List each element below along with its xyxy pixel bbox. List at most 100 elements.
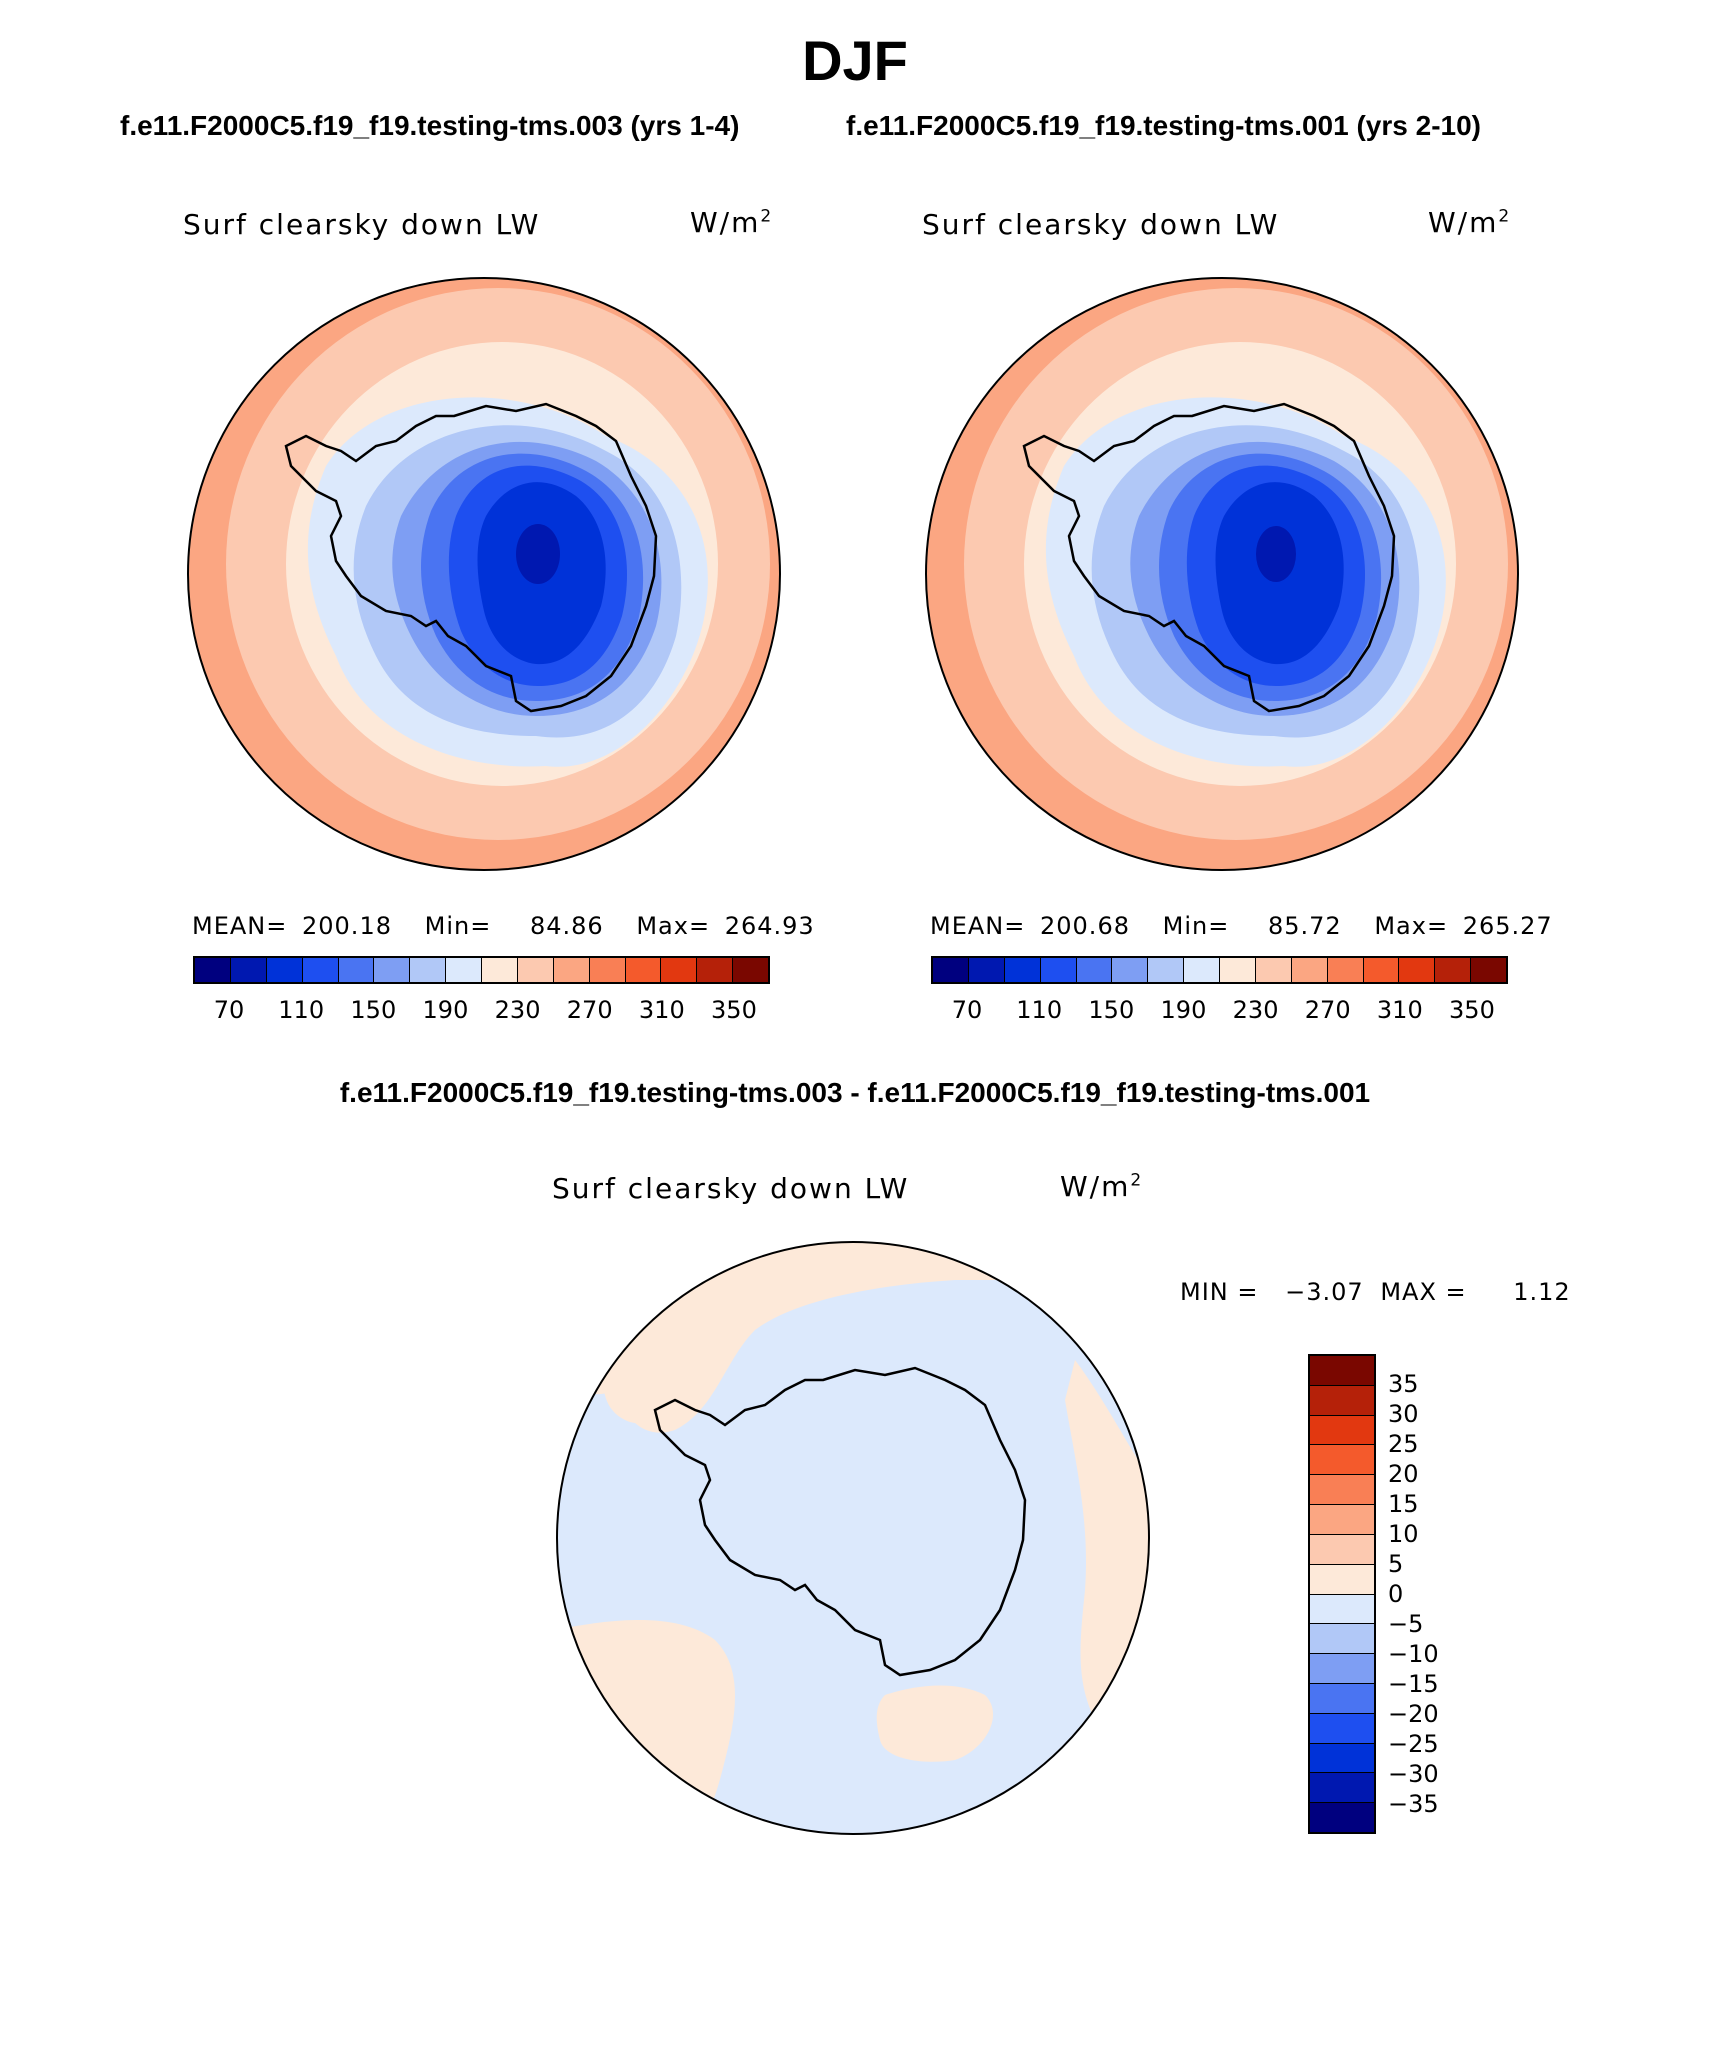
diff-colorbar-swatch — [1310, 1475, 1374, 1506]
case1-colorbar-tick-label: 150 — [350, 996, 397, 1024]
case1-mean-value: 200.18 — [302, 912, 392, 940]
case1-units-label: W/m2 — [690, 206, 774, 239]
case1-colorbar — [193, 956, 770, 984]
case2-max-label: Max= — [1374, 912, 1449, 940]
diff-colorbar-swatch — [1310, 1564, 1374, 1595]
coastline — [284, 402, 658, 713]
diff-colorbar-swatch — [1310, 1803, 1374, 1832]
case2-title: f.e11.F2000C5.f19_f19.testing-tms.001 (y… — [846, 110, 1481, 141]
case2-colorbar-tick-label: 310 — [1376, 996, 1423, 1024]
diff-stats: MIN = −3.07 MAX = 1.12 — [1180, 1278, 1571, 1306]
case2-colorbar-swatch — [933, 958, 969, 982]
diff-colorbar-swatch — [1310, 1773, 1374, 1804]
case2-min-label: Min= — [1162, 912, 1230, 940]
case2-colorbar-swatch — [1363, 958, 1400, 982]
case1-colorbar-swatch — [697, 958, 734, 982]
case2-max-value: 265.27 — [1462, 912, 1553, 940]
case1-colorbar-swatch — [266, 958, 303, 982]
diff-pos-region-north — [557, 1242, 1149, 1433]
diff-colorbar-swatch — [1310, 1356, 1374, 1386]
diff-colorbar-swatch — [1310, 1505, 1374, 1535]
diff-pos-region-northwest — [603, 1356, 675, 1424]
diff-colorbar-swatch — [1310, 1445, 1374, 1476]
diff-colorbar-tick-label: 5 — [1388, 1550, 1404, 1578]
case1-colorbar-tick-label: 190 — [422, 996, 469, 1024]
map-level-min — [1256, 526, 1296, 582]
case2-polar-map — [925, 277, 1519, 871]
case1-colorbar-tick-label: 270 — [566, 996, 613, 1024]
case1-min-label: Min= — [424, 912, 492, 940]
diff-colorbar-tick-label: −30 — [1388, 1760, 1439, 1788]
case2-colorbar-swatch — [1184, 958, 1220, 982]
diff-colorbar-tick-label: 30 — [1388, 1400, 1419, 1428]
case2-colorbar-tick-label: 230 — [1232, 996, 1279, 1024]
diff-colorbar — [1308, 1354, 1376, 1834]
case1-colorbar-swatch — [230, 958, 267, 982]
case2-stats: MEAN= 200.68 Min= 85.72 Max= 265.27 — [930, 912, 1553, 940]
case1-colorbar-tick-label: 350 — [711, 996, 757, 1024]
case1-colorbar-swatch — [553, 958, 590, 982]
case2-colorbar-tick-label: 110 — [1016, 996, 1063, 1024]
diff-colorbar-swatch — [1310, 1385, 1374, 1416]
diff-max-value: 1.12 — [1513, 1278, 1571, 1306]
case2-colorbar-tick-label: 270 — [1304, 996, 1351, 1024]
diff-colorbar-swatch — [1310, 1654, 1374, 1684]
case1-colorbar-tick-label: 70 — [213, 996, 245, 1024]
case1-colorbar-swatch — [733, 958, 768, 982]
case2-units-label: W/m2 — [1428, 206, 1512, 239]
case1-title: f.e11.F2000C5.f19_f19.testing-tms.003 (y… — [120, 110, 740, 141]
diff-colorbar-tick-label: −20 — [1388, 1700, 1439, 1728]
diff-colorbar-tick-label: 35 — [1388, 1370, 1419, 1398]
case1-colorbar-swatch — [661, 958, 698, 982]
case1-colorbar-swatch — [517, 958, 554, 982]
case2-colorbar-swatch — [1255, 958, 1292, 982]
case1-colorbar-swatch — [302, 958, 339, 982]
case2-colorbar-swatch — [968, 958, 1005, 982]
case2-colorbar-swatch — [1076, 958, 1113, 982]
diff-polar-map — [556, 1241, 1150, 1835]
diff-colorbar-swatch — [1310, 1683, 1374, 1714]
case2-colorbar-swatch — [1435, 958, 1472, 982]
case2-colorbar-swatch — [1471, 958, 1506, 982]
case1-variable-label: Surf clearsky down LW — [183, 208, 541, 241]
coastline — [1022, 402, 1396, 713]
season-title: DJF — [802, 29, 908, 92]
case1-colorbar-swatch — [338, 958, 375, 982]
diff-colorbar-tick-label: 25 — [1388, 1430, 1419, 1458]
diff-colorbar-swatch — [1310, 1624, 1374, 1655]
case2-colorbar-tick-label: 70 — [951, 996, 983, 1024]
case2-colorbar — [931, 956, 1508, 984]
case2-colorbar-swatch — [1220, 958, 1256, 982]
diff-colorbar-swatch — [1310, 1415, 1374, 1446]
case1-colorbar-swatch — [446, 958, 482, 982]
case1-mean-label: MEAN= — [192, 912, 288, 940]
case1-colorbar-swatch — [589, 958, 626, 982]
case2-min-value: 85.72 — [1267, 912, 1342, 940]
case1-colorbar-swatch — [410, 958, 447, 982]
case1-max-value: 264.93 — [724, 912, 815, 940]
diff-colorbar-swatch — [1310, 1534, 1374, 1565]
coastline — [653, 1366, 1027, 1677]
case1-colorbar-swatch — [625, 958, 662, 982]
case2-colorbar-tick-label: 190 — [1160, 996, 1207, 1024]
case1-max-label: Max= — [636, 912, 711, 940]
diff-max-label: MAX = — [1380, 1278, 1467, 1306]
case2-colorbar-tick-label: 150 — [1088, 996, 1135, 1024]
case2-colorbar-swatch — [1327, 958, 1364, 982]
case2-colorbar-swatch — [1040, 958, 1077, 982]
diff-colorbar-tick-label: 20 — [1388, 1460, 1419, 1488]
case2-variable-label: Surf clearsky down LW — [922, 208, 1280, 241]
diff-colorbar-tick-label: −25 — [1388, 1730, 1439, 1758]
case2-colorbar-swatch — [1112, 958, 1149, 982]
case1-colorbar-tick-label: 110 — [278, 996, 325, 1024]
diff-colorbar-tick-label: −5 — [1388, 1610, 1424, 1638]
diff-units-label: W/m2 — [1060, 1170, 1144, 1203]
diff-min-value: −3.07 — [1285, 1278, 1364, 1306]
diff-colorbar-swatch — [1310, 1743, 1374, 1774]
diff-pos-region-east — [1065, 1360, 1149, 1720]
case1-polar-map — [187, 277, 781, 871]
case1-colorbar-tick-label: 230 — [494, 996, 541, 1024]
diff-pos-region-southwest — [557, 1620, 735, 1834]
case1-min-value: 84.86 — [529, 912, 604, 940]
diff-colorbar-tick-label: −10 — [1388, 1640, 1439, 1668]
